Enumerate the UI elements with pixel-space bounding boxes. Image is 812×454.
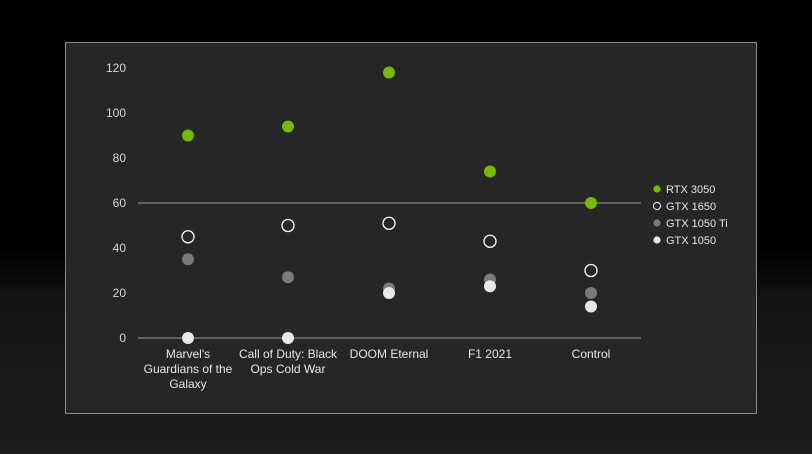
y-tick-label: 120 [106,61,126,75]
data-point [585,197,597,209]
chart-panel [65,42,757,414]
y-tick-label: 0 [119,331,126,345]
data-point [484,165,496,178]
x-category-label: Galaxy [169,377,206,391]
y-tick-label: 40 [113,241,127,255]
data-point [281,218,295,233]
x-category-label: Ops Cold War [251,362,326,376]
legend-label: GTX 1050 Ti [666,218,728,230]
legend-label: GTX 1050 [666,235,716,247]
data-point [383,66,395,79]
data-point [282,120,294,133]
legend-label: RTX 3050 [666,184,715,196]
x-category-label: Guardians of the [144,362,233,376]
legend-marker [652,201,662,211]
legend-marker [653,185,661,193]
data-point [182,253,194,266]
data-point [383,287,395,299]
data-point [584,263,598,278]
legend-marker [653,236,661,244]
x-category-label: DOOM Eternal [350,347,429,361]
legend-label: GTX 1650 [666,201,716,213]
y-tick-label: 100 [106,106,126,120]
x-category-label: Call of Duty: Black [239,347,338,361]
data-point [484,280,496,293]
data-point [282,332,294,344]
data-point [585,300,597,313]
data-point [382,216,396,230]
x-category-label: F1 2021 [468,347,512,361]
y-tick-label: 80 [113,151,127,165]
data-point [182,332,194,344]
data-point [282,271,294,284]
x-category-label: Marvel's [166,347,210,361]
data-point [585,287,597,299]
data-point [181,230,195,244]
y-tick-label: 60 [113,196,127,210]
x-category-label: Control [572,347,611,361]
data-point [483,234,497,248]
legend-marker [653,219,661,227]
y-tick-label: 20 [113,286,127,300]
data-point [182,129,194,142]
